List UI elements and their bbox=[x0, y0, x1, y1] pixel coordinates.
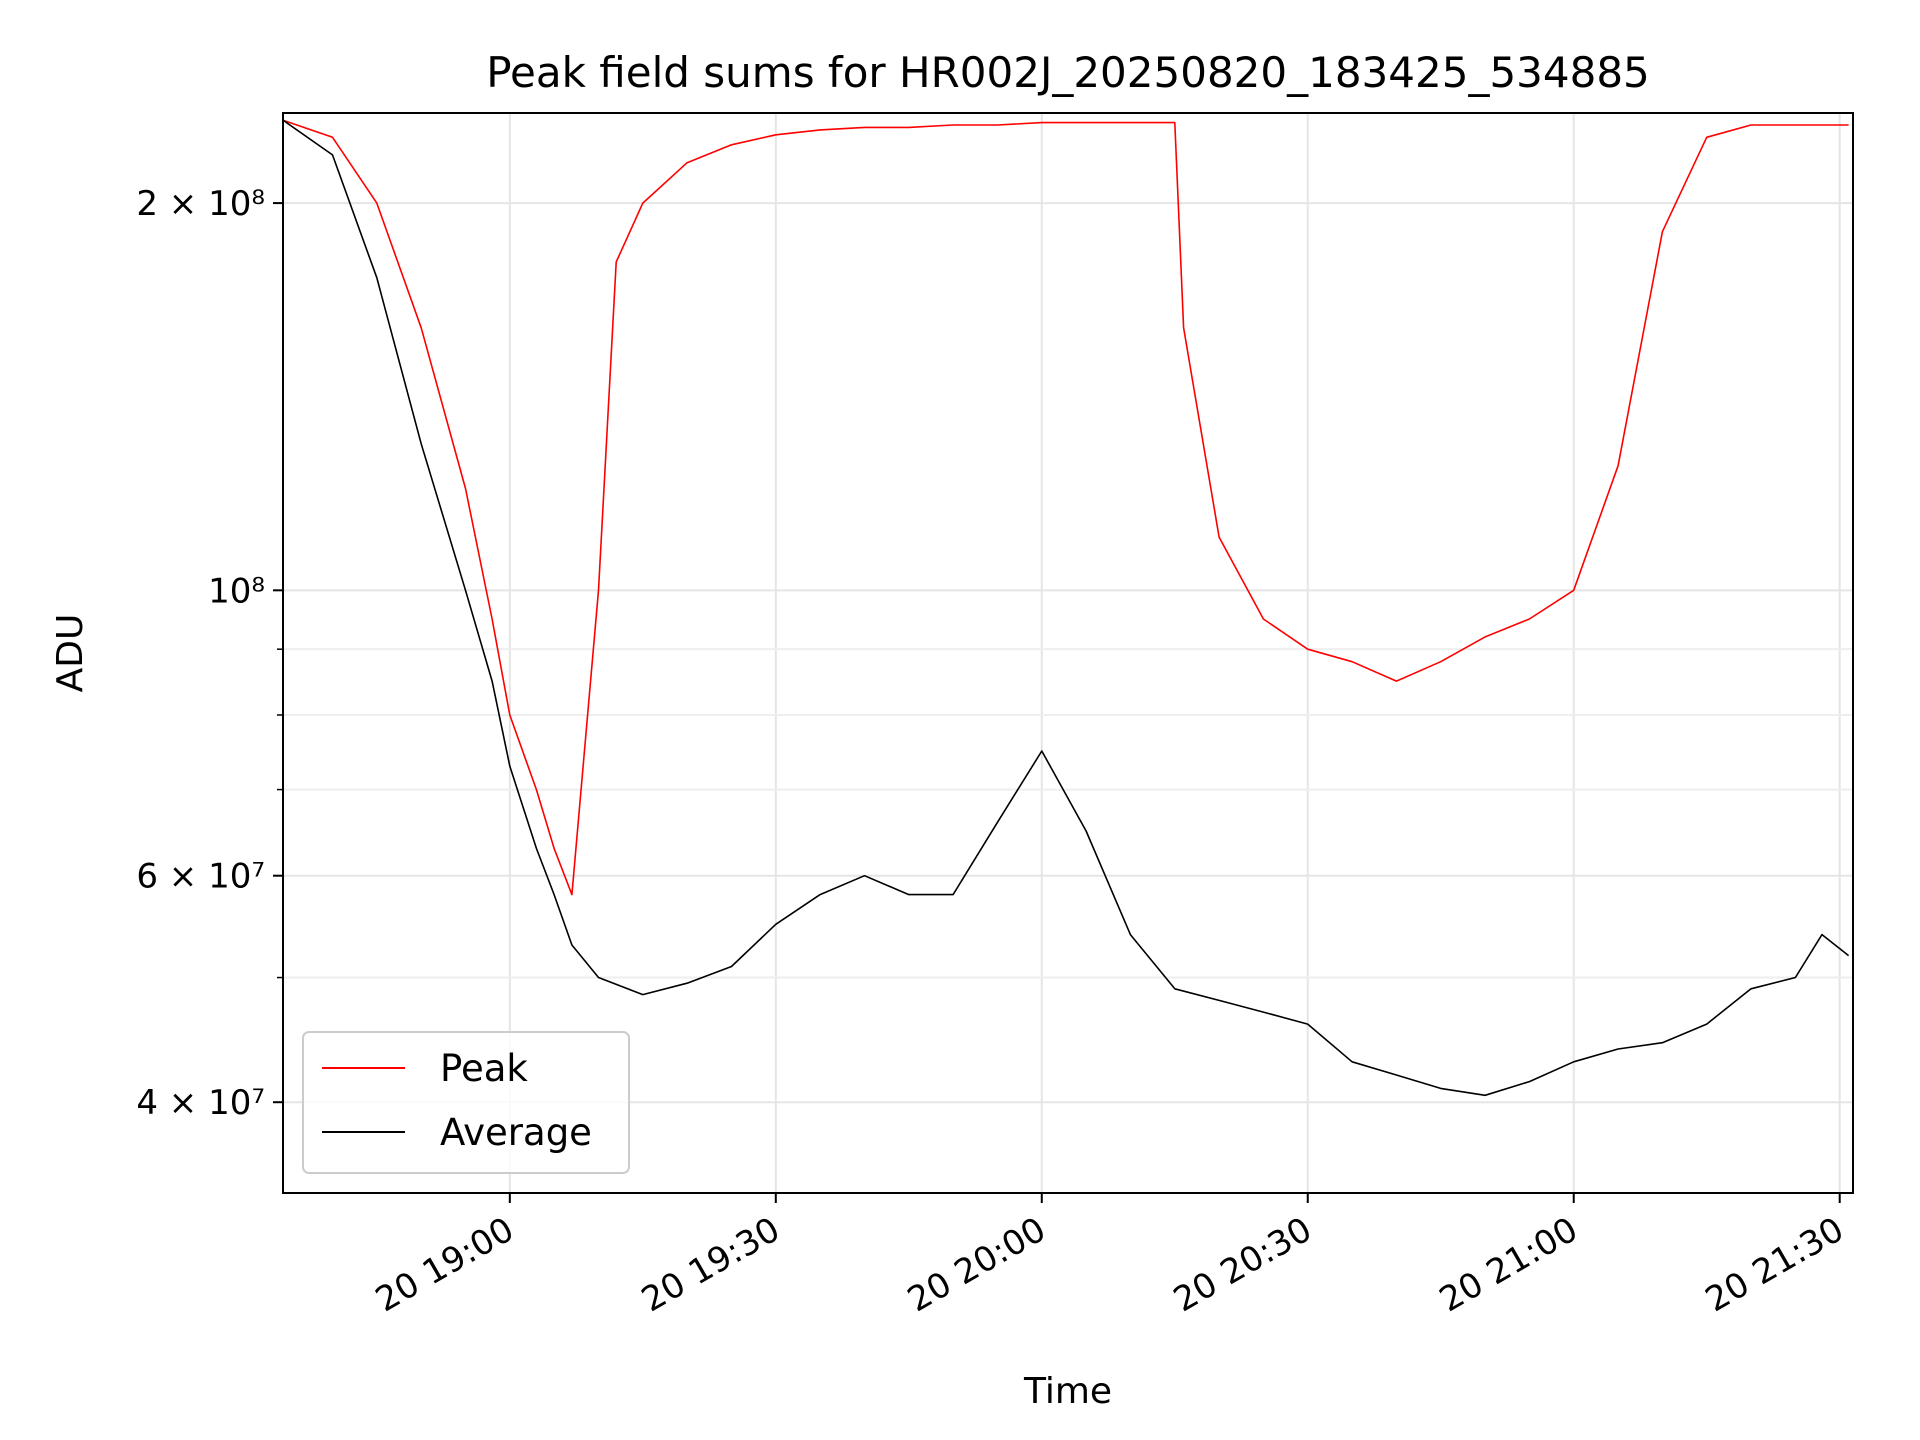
y-tick-label: 6 × 10⁷ bbox=[136, 857, 265, 897]
y-tick-label: 4 × 10⁷ bbox=[136, 1083, 265, 1123]
plot-frame bbox=[282, 112, 1854, 1194]
y-axis-ticks: 4 × 10⁷ 6 × 10⁷ 10⁸ 2 × 10⁸ bbox=[136, 184, 283, 1123]
x-axis-label: Time bbox=[1023, 1371, 1112, 1412]
series-line-average bbox=[283, 119, 1850, 1097]
series-lines bbox=[283, 119, 1850, 1097]
legend: Peak Average bbox=[302, 1031, 630, 1174]
legend-label-average: Average bbox=[440, 1111, 592, 1154]
grid bbox=[283, 113, 1853, 1193]
series-line-peak bbox=[283, 119, 1849, 896]
y-axis-label: ADU bbox=[50, 614, 91, 693]
chart-title: Peak field sums for HR002J_20250820_1834… bbox=[486, 48, 1650, 97]
plot-area-background bbox=[283, 113, 1853, 1193]
y-tick-label: 2 × 10⁸ bbox=[136, 184, 265, 224]
y-tick-label: 10⁸ bbox=[208, 571, 265, 611]
legend-label-peak: Peak bbox=[440, 1047, 528, 1090]
